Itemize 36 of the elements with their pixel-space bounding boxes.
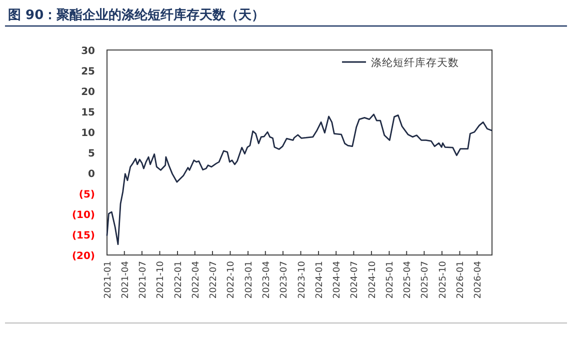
y-tick-label: (10) bbox=[72, 210, 95, 221]
y-tick-label: 5 bbox=[88, 148, 96, 160]
y-tick-label: 30 bbox=[81, 46, 96, 57]
y-tick-label: 25 bbox=[81, 66, 96, 78]
y-tick-label: (15) bbox=[72, 230, 95, 242]
legend-label: 涤纶短纤库存天数 bbox=[371, 56, 459, 69]
x-tick-label: 2023-10 bbox=[297, 260, 308, 299]
x-tick-label: 2024-10 bbox=[368, 260, 378, 299]
x-tick-label: 2025-04 bbox=[403, 260, 414, 299]
x-tick-label: 2023-07 bbox=[279, 261, 290, 299]
x-tick-label: 2024-01 bbox=[315, 261, 326, 299]
x-tick-label: 2024-07 bbox=[350, 261, 360, 299]
x-tick-label: 2021-07 bbox=[138, 261, 148, 299]
x-tick-label: 2025-07 bbox=[420, 261, 431, 299]
x-tick-label: 2022-10 bbox=[226, 260, 237, 299]
x-tick-label: 2025-01 bbox=[386, 261, 396, 299]
y-tick-label: 0 bbox=[88, 169, 96, 180]
y-tick-label: 10 bbox=[81, 128, 96, 139]
x-tick-label: 2022-07 bbox=[208, 261, 219, 299]
y-tick-label: (5) bbox=[78, 190, 95, 200]
x-tick-label: 2025-10 bbox=[438, 260, 448, 299]
x-tick-label: 2021-01 bbox=[104, 261, 114, 299]
y-tick-label: 20 bbox=[81, 87, 96, 98]
x-tick-label: 2026-01 bbox=[456, 261, 466, 299]
x-tick-label: 2026-04 bbox=[474, 260, 484, 299]
x-tick-label: 2023-04 bbox=[262, 260, 272, 299]
x-tick-label: 2021-04 bbox=[120, 260, 131, 299]
y-tick-label: (20) bbox=[72, 251, 95, 262]
y-tick-label: 15 bbox=[81, 108, 96, 118]
line-series bbox=[106, 114, 492, 246]
x-tick-label: 2023-01 bbox=[244, 261, 255, 299]
x-tick-label: 2024-04 bbox=[332, 260, 343, 299]
x-tick-label: 2022-04 bbox=[191, 260, 202, 299]
chart-title: 图 90：聚酯企业的涤纶短纤库存天数（天） bbox=[8, 7, 265, 23]
x-tick-label: 2021-10 bbox=[156, 260, 166, 299]
x-tick-label: 2022-01 bbox=[174, 261, 184, 299]
